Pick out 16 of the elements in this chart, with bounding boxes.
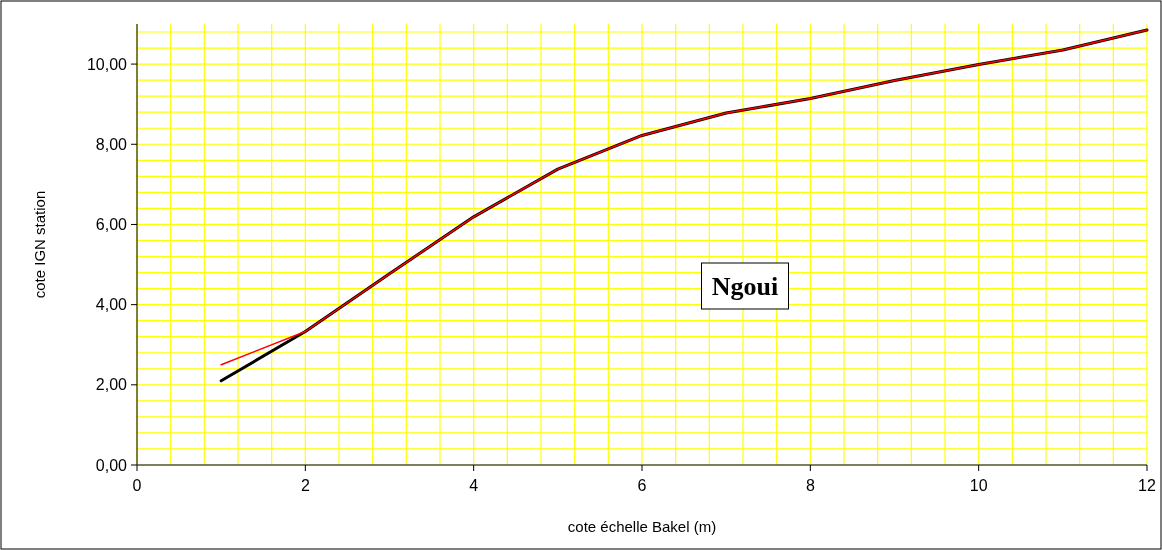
x-tick-label: 0 <box>132 477 142 494</box>
y-axis-title: cote IGN station <box>31 190 48 299</box>
x-tick-label: 10 <box>969 477 988 494</box>
x-tick-label: 6 <box>637 477 647 494</box>
y-tick-label: 8,00 <box>95 135 128 153</box>
x-tick-label: 2 <box>300 477 310 494</box>
y-tick-label: 6,00 <box>95 216 128 234</box>
annotation: Ngoui <box>711 272 779 302</box>
y-tick-label: 4,00 <box>95 296 128 314</box>
x-tick-label: 12 <box>1138 477 1156 494</box>
y-tick-label: 0,00 <box>95 456 128 474</box>
x-tick-label: 4 <box>469 477 479 494</box>
y-tick-label: 2,00 <box>95 376 128 394</box>
y-tick-label: 10,00 <box>86 55 128 73</box>
x-tick-label: 8 <box>805 477 815 494</box>
x-axis-title: cote échelle Bakel (m) <box>567 518 717 535</box>
